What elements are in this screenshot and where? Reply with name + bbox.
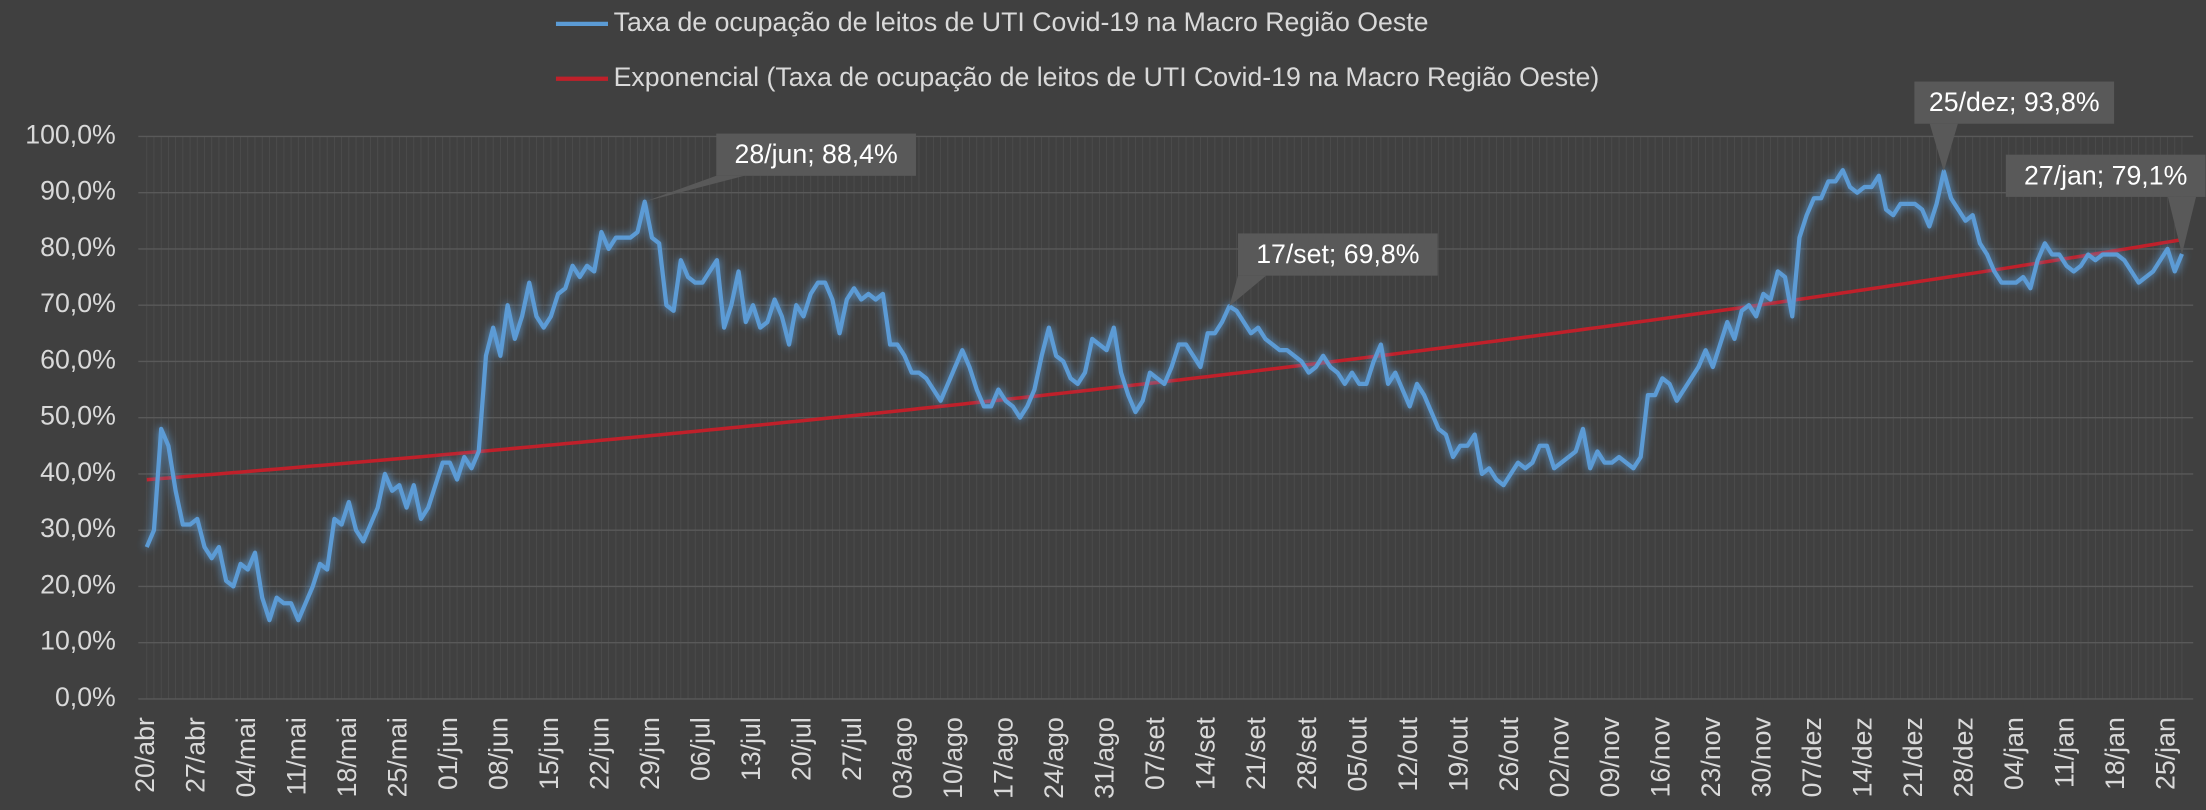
x-tick-label: 07/dez <box>1797 717 1827 797</box>
x-tick-label: 22/jun <box>584 717 614 790</box>
x-tick-label: 06/jul <box>686 717 716 781</box>
annotation-box <box>1238 233 1438 276</box>
y-tick-label: 40,0% <box>40 457 116 487</box>
x-tick-label: 12/out <box>1393 717 1423 792</box>
x-tick-label: 01/jun <box>433 717 463 790</box>
y-tick-label: 90,0% <box>40 176 116 206</box>
x-tick-label: 11/jan <box>2050 717 2080 788</box>
annotation-box <box>716 133 916 176</box>
x-tick-label: 21/set <box>1241 717 1271 790</box>
x-tick-label: 20/abr <box>130 717 160 793</box>
x-tick-label: 20/jul <box>787 717 817 781</box>
y-tick-label: 10,0% <box>40 626 116 656</box>
y-tick-label: 100,0% <box>25 119 116 149</box>
x-tick-label: 29/jun <box>635 717 665 790</box>
x-tick-label: 04/jan <box>1999 717 2029 790</box>
x-tick-label: 02/nov <box>1544 717 1574 798</box>
callout <box>2167 196 2197 254</box>
x-tick-label: 07/set <box>1140 717 1170 790</box>
x-tick-label: 13/jul <box>736 717 766 781</box>
x-tick-label: 25/jan <box>2151 717 2181 790</box>
annotation-label: 17/set; 69,8% <box>1256 239 1419 269</box>
x-tick-label: 16/nov <box>1645 717 1675 798</box>
x-tick-label: 18/jan <box>2100 717 2130 790</box>
x-tick-label: 23/nov <box>1696 717 1726 798</box>
x-tick-label: 17/ago <box>989 717 1019 799</box>
x-tick-label: 05/out <box>1342 717 1372 792</box>
data-line <box>144 168 2184 623</box>
x-tick-label: 31/ago <box>1090 717 1120 799</box>
callout <box>1929 123 1958 172</box>
annotation-box <box>2005 154 2206 197</box>
x-tick-label: 11/mai <box>281 717 311 795</box>
x-tick-label: 25/mai <box>382 717 412 797</box>
x-tick-label: 27/abr <box>180 717 210 793</box>
legend-label: Exponencial (Taxa de ocupação de leitos … <box>614 62 1600 92</box>
y-tick-label: 50,0% <box>40 401 116 431</box>
x-tick-label: 21/dez <box>1898 717 1928 797</box>
x-tick-label: 18/mai <box>332 717 362 797</box>
x-tick-label: 14/set <box>1191 717 1221 790</box>
x-tick-label: 14/dez <box>1847 717 1877 797</box>
x-tick-label: 08/jun <box>483 717 513 790</box>
y-tick-label: 30,0% <box>40 513 116 543</box>
annotation-label: 25/dez; 93,8% <box>1929 87 2100 117</box>
annotation-label: 28/jun; 88,4% <box>734 139 897 169</box>
y-tick-label: 20,0% <box>40 569 116 599</box>
x-tick-label: 03/ago <box>888 717 918 799</box>
x-tick-label: 04/mai <box>231 717 261 797</box>
x-tick-label: 27/jul <box>837 717 867 781</box>
y-tick-label: 60,0% <box>40 344 116 374</box>
x-tick-label: 28/dez <box>1949 717 1979 797</box>
x-tick-label: 26/out <box>1494 717 1524 792</box>
x-tick-label: 19/out <box>1443 717 1473 792</box>
y-tick-label: 70,0% <box>40 288 116 318</box>
x-tick-label: 30/nov <box>1746 717 1776 798</box>
annotation-label: 27/jan; 79,1% <box>2024 160 2187 190</box>
legend-label: Taxa de ocupação de leitos de UTI Covid-… <box>614 7 1429 37</box>
x-tick-label: 28/set <box>1292 717 1322 790</box>
x-tick-label: 15/jun <box>534 717 564 790</box>
annotation-box <box>1914 81 2115 124</box>
x-tick-label: 09/nov <box>1595 717 1625 798</box>
x-tick-label: 24/ago <box>1039 717 1069 799</box>
x-tick-label: 10/ago <box>938 717 968 799</box>
y-tick-label: 0,0% <box>55 682 116 712</box>
y-tick-label: 80,0% <box>40 232 116 262</box>
